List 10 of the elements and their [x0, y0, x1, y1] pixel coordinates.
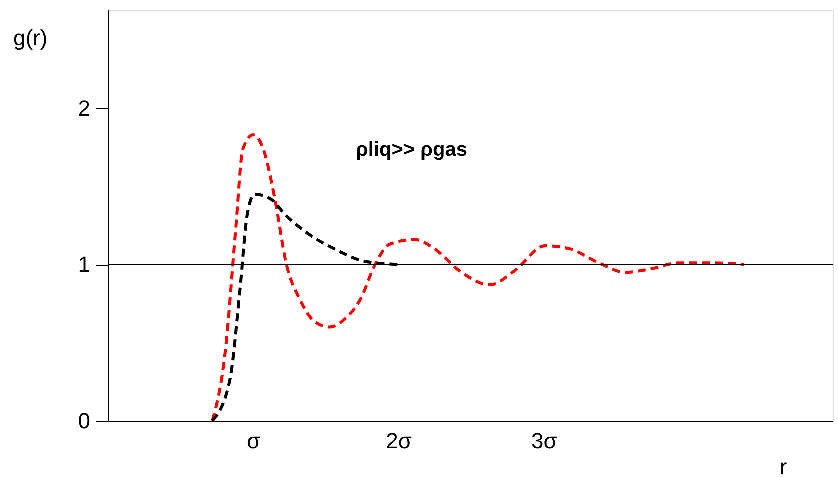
y-axis-title: g(r) — [14, 26, 48, 50]
x-tick-label: 2σ — [386, 428, 412, 454]
y-tick-label: 2 — [78, 96, 90, 121]
x-tick-label: σ — [247, 428, 261, 454]
line-series — [211, 134, 746, 422]
y-tick-label: 1 — [78, 252, 90, 278]
y-tick-label: 0 — [78, 408, 90, 434]
annotation: ρliq>> ρgas — [356, 139, 468, 161]
x-tick-label: 3σ — [531, 428, 558, 454]
x-axis-title: r — [780, 454, 788, 478]
